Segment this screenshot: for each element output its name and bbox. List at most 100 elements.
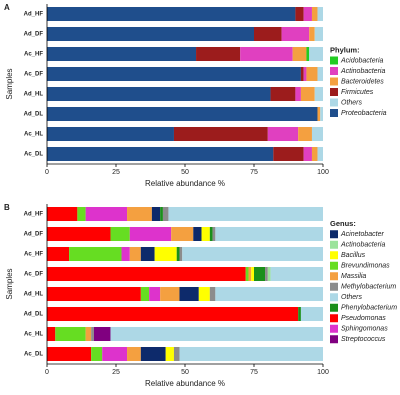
bar-segment bbox=[254, 27, 282, 41]
bar-segment bbox=[267, 267, 271, 281]
y-axis-title: Samples bbox=[5, 68, 14, 99]
bar-segment bbox=[317, 7, 323, 21]
bar-segment bbox=[127, 207, 152, 221]
bar-segment bbox=[47, 7, 296, 21]
bar-segment bbox=[179, 247, 183, 261]
bar-segment bbox=[47, 87, 271, 101]
bar-segment bbox=[179, 347, 323, 361]
bar-segment bbox=[215, 227, 323, 241]
bar-segment bbox=[281, 27, 310, 41]
y-tick-label: Ac_HF bbox=[24, 52, 43, 58]
y-tick-label: Ac_DL bbox=[24, 352, 43, 358]
bar-segment bbox=[311, 127, 323, 141]
bar-segment bbox=[314, 87, 323, 101]
bar-segment bbox=[311, 7, 318, 21]
y-tick-label: Ad_HL bbox=[24, 92, 44, 98]
x-tick-label: 75 bbox=[250, 369, 258, 376]
bar-segment bbox=[47, 287, 141, 301]
legend-label: Pseudomonas bbox=[341, 315, 386, 322]
legend-label: Brevundimonas bbox=[341, 263, 390, 270]
bar-segment bbox=[110, 327, 323, 341]
bar-segment bbox=[47, 227, 111, 241]
legend-label: Streptococcus bbox=[341, 336, 386, 343]
bar-segment bbox=[215, 287, 323, 301]
bar-segment bbox=[140, 287, 150, 301]
legend-swatch bbox=[330, 109, 338, 117]
bar-segment bbox=[298, 127, 312, 141]
bar-segment bbox=[127, 347, 141, 361]
y-tick-label: Ad_HF bbox=[24, 12, 44, 18]
bar-segment bbox=[93, 327, 111, 341]
bar-segment bbox=[47, 207, 78, 221]
bar-segment bbox=[91, 347, 103, 361]
bar-segment bbox=[47, 307, 299, 321]
bar-segment bbox=[85, 327, 92, 341]
legend-label: Acidobacteria bbox=[340, 57, 384, 64]
y-tick-label: Ac_DF bbox=[24, 272, 43, 278]
y-tick-label: Ad_DL bbox=[24, 312, 44, 318]
legend-label: Acinetobacter bbox=[340, 231, 384, 238]
bar-segment bbox=[314, 27, 323, 41]
x-tick-label: 50 bbox=[181, 369, 189, 376]
bar-segment bbox=[295, 7, 304, 21]
bar-segment bbox=[300, 67, 304, 81]
bar-segment bbox=[47, 247, 70, 261]
x-tick-label: 100 bbox=[317, 369, 329, 376]
x-tick-label: 100 bbox=[317, 169, 329, 176]
bar-segment bbox=[303, 147, 312, 161]
x-axis-title: Relative abundance % bbox=[145, 379, 225, 388]
legend-swatch bbox=[330, 67, 338, 75]
bar-segment bbox=[173, 127, 268, 141]
bar-segment bbox=[212, 227, 216, 241]
legend-swatch bbox=[330, 303, 338, 312]
bar-segment bbox=[55, 327, 86, 341]
x-tick-label: 75 bbox=[250, 169, 258, 176]
bar-segment bbox=[265, 267, 268, 281]
bar-segment bbox=[162, 207, 169, 221]
legend-swatch bbox=[330, 230, 338, 239]
bar-segment bbox=[267, 127, 299, 141]
bar-segment bbox=[209, 227, 213, 241]
bar-segment bbox=[77, 207, 86, 221]
bar-segment bbox=[317, 67, 323, 81]
legend-swatch bbox=[330, 240, 338, 249]
bar-segment bbox=[311, 147, 318, 161]
legend-swatch bbox=[330, 324, 338, 333]
legend-swatch bbox=[330, 251, 338, 260]
x-tick-label: 25 bbox=[112, 169, 120, 176]
bar-segment bbox=[303, 7, 312, 21]
bar-segment bbox=[173, 347, 180, 361]
legend-label: Methylobacterium bbox=[341, 284, 396, 291]
bar-segment bbox=[160, 207, 163, 221]
bar-segment bbox=[47, 67, 301, 81]
legend-swatch bbox=[330, 282, 338, 291]
bar-segment bbox=[151, 207, 161, 221]
panel-label: B bbox=[4, 203, 10, 212]
bar-segment bbox=[129, 227, 172, 241]
x-tick-label: 50 bbox=[181, 169, 189, 176]
bar-segment bbox=[251, 267, 254, 281]
legend-label: Sphingomonas bbox=[341, 326, 388, 333]
bar-segment bbox=[303, 67, 307, 81]
bar-segment bbox=[270, 87, 296, 101]
bar-segment bbox=[121, 247, 130, 261]
bar-segment bbox=[309, 27, 315, 41]
x-axis-title: Relative abundance % bbox=[145, 179, 225, 188]
bar-segment bbox=[47, 147, 274, 161]
bar-segment bbox=[317, 147, 323, 161]
legend-label: Actinobacteria bbox=[340, 242, 385, 249]
bar-segment bbox=[110, 227, 130, 241]
bar-segment bbox=[91, 327, 94, 341]
bar-segment bbox=[209, 287, 216, 301]
legend-label: Others bbox=[341, 99, 363, 106]
bar-segment bbox=[171, 227, 194, 241]
legend-swatch bbox=[330, 293, 338, 302]
legend-label: Massilia bbox=[341, 273, 366, 280]
bar-segment bbox=[306, 67, 318, 81]
bar-segment bbox=[85, 207, 128, 221]
bar-segment bbox=[129, 247, 141, 261]
bar-segment bbox=[47, 127, 174, 141]
y-tick-label: Ad_DL bbox=[24, 112, 44, 118]
bar-segment bbox=[292, 47, 307, 61]
y-tick-label: Ac_HL bbox=[24, 132, 43, 138]
